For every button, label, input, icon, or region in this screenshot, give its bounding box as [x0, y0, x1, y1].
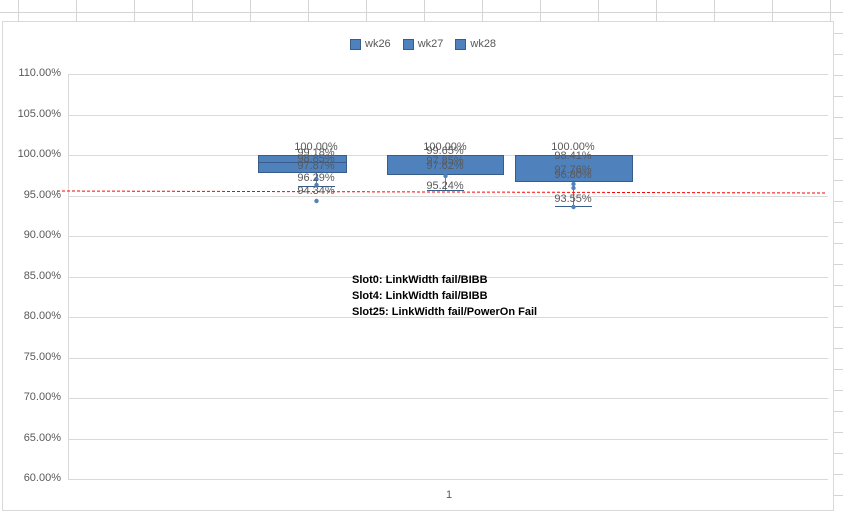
y-tick: 100.00%	[17, 148, 61, 160]
annotation-slot4: Slot4: LinkWidth fail/BIBB	[352, 290, 488, 302]
data-label: 97.85%	[426, 155, 464, 167]
data-label: 93.55%	[554, 193, 592, 205]
data-label: 95.24%	[426, 180, 464, 192]
data-label: 98.41%	[554, 150, 592, 162]
data-label: 96.29%	[297, 172, 335, 184]
box-wk27	[387, 155, 504, 191]
data-label: 98.85%	[297, 153, 335, 165]
data-label: 97.87%	[297, 160, 335, 172]
data-label: 94.34%	[297, 185, 335, 197]
target-line	[56, 190, 826, 194]
legend-item-wk27: wk27	[402, 38, 443, 50]
legend-swatch-icon	[455, 38, 467, 50]
annotation-slot25: Slot25: LinkWidth fail/PowerOn Fail	[352, 306, 538, 318]
legend-item-wk28: wk28	[455, 38, 496, 50]
y-tick: 60.00%	[23, 472, 61, 484]
y-tick: 75.00%	[23, 351, 61, 363]
legend-swatch-icon	[350, 38, 361, 50]
chart-area[interactable]	[2, 21, 834, 511]
y-tick: 105.00%	[17, 108, 61, 120]
data-label: 96.80%	[554, 169, 592, 181]
data-label: 99.65%	[426, 145, 464, 157]
annotation-slot0: Slot0: LinkWidth fail/BIBB	[352, 274, 488, 286]
x-tick: 1	[446, 489, 453, 501]
box-wk28	[515, 155, 633, 210]
data-label: 99.18%	[297, 147, 335, 159]
y-tick: 65.00%	[23, 432, 61, 444]
data-label: 97.62%	[426, 160, 464, 172]
data-label: 100.00%	[551, 141, 595, 153]
chart-legend: wk26 wk27 wk28	[350, 38, 496, 50]
data-label: 100.00%	[423, 141, 467, 153]
legend-swatch-icon	[402, 38, 414, 50]
y-tick: 80.00%	[23, 310, 61, 322]
y-tick: 110.00%	[18, 67, 61, 79]
box-wk26	[258, 155, 347, 204]
y-tick: 70.00%	[23, 391, 61, 403]
legend-item-wk26: wk26	[350, 38, 391, 50]
y-tick: 85.00%	[23, 270, 61, 282]
y-tick: 95.00%	[23, 189, 61, 201]
y-tick: 90.00%	[23, 229, 61, 241]
data-label: 100.00%	[294, 141, 338, 153]
data-label: 97.76%	[554, 164, 592, 176]
